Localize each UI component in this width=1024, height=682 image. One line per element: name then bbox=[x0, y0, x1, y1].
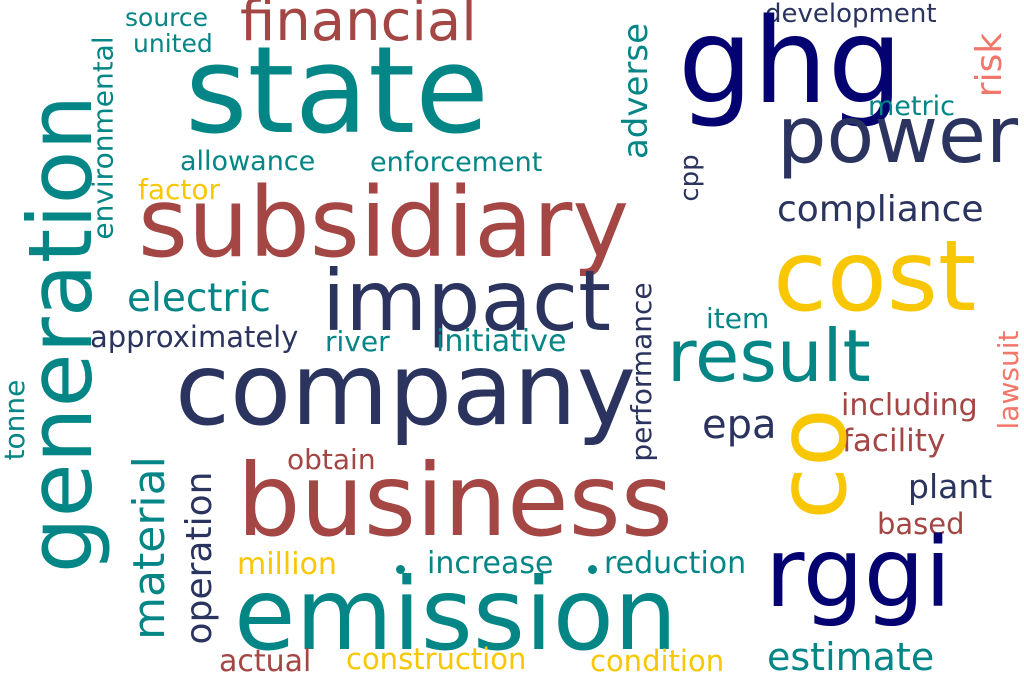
word-metric: metric bbox=[868, 91, 955, 122]
word-adverse: adverse bbox=[616, 22, 656, 160]
word-actual: actual bbox=[219, 644, 312, 679]
word-reduction: reduction bbox=[604, 546, 747, 581]
word-co: co bbox=[756, 408, 868, 520]
word-item: item bbox=[706, 302, 770, 335]
word-tonne: tonne bbox=[0, 379, 31, 461]
word-financial: financial bbox=[240, 0, 477, 54]
word-allowance: allowance bbox=[180, 146, 316, 177]
word-based: based bbox=[877, 507, 965, 541]
word-ghg: ghg bbox=[678, 0, 903, 130]
word-subsidiary: subsidiary bbox=[138, 167, 630, 279]
word-epa: epa bbox=[702, 402, 777, 448]
word-result: result bbox=[667, 314, 871, 398]
word-million: million bbox=[237, 547, 337, 582]
word-rggi: rggi bbox=[765, 517, 952, 629]
word-river: river bbox=[325, 325, 390, 358]
word-development: development bbox=[765, 0, 937, 29]
word-material: material bbox=[124, 456, 175, 640]
dot-mark bbox=[396, 565, 405, 574]
word-estimate: estimate bbox=[767, 635, 935, 679]
word-plant: plant bbox=[908, 467, 993, 506]
word-state: state bbox=[185, 22, 489, 161]
word-enforcement: enforcement bbox=[370, 147, 543, 178]
word-cpp: cpp bbox=[675, 154, 705, 202]
word-increase: increase bbox=[427, 546, 554, 581]
word-construction: construction bbox=[346, 642, 527, 676]
word-source: source bbox=[125, 3, 209, 32]
word-electric: electric bbox=[127, 276, 271, 321]
word-compliance: compliance bbox=[777, 189, 984, 230]
word-including: including bbox=[841, 388, 978, 423]
word-cost: cost bbox=[773, 220, 977, 334]
word-factor: factor bbox=[138, 173, 221, 206]
word-approximately: approximately bbox=[90, 320, 299, 354]
word-initiative: initiative bbox=[436, 324, 567, 359]
word-company: company bbox=[175, 331, 636, 448]
word-risk: risk bbox=[969, 32, 1010, 98]
word-obtain: obtain bbox=[287, 443, 376, 476]
word-business: business bbox=[237, 442, 673, 559]
word-power: power bbox=[777, 91, 1019, 181]
word-environmental: environmental bbox=[86, 36, 120, 240]
word-operation: operation bbox=[179, 471, 220, 645]
word-emission: emission bbox=[234, 556, 678, 673]
word-performance: performance bbox=[625, 282, 658, 462]
word-facility: facility bbox=[842, 423, 946, 459]
dot-mark bbox=[588, 565, 597, 574]
word-condition: condition bbox=[590, 644, 725, 678]
word-impact: impact bbox=[322, 252, 612, 350]
word-lawsuit: lawsuit bbox=[992, 330, 1024, 430]
word-united: united bbox=[133, 29, 213, 58]
